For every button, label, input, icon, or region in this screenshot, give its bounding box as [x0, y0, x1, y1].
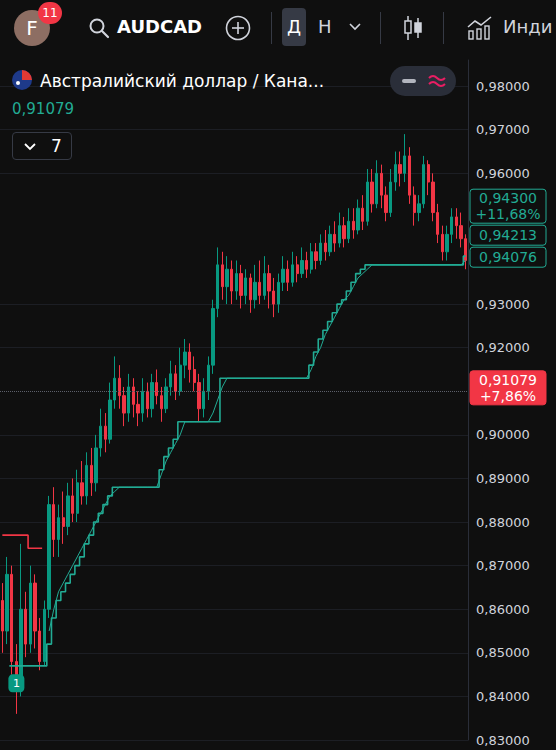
- svg-text:1: 1: [13, 677, 20, 690]
- html-text:7: 7: [51, 136, 62, 156]
- html-text:0,91079: 0,91079: [12, 100, 74, 118]
- svg-text:0,94300: 0,94300: [479, 190, 537, 206]
- html-text:Н: Н: [318, 16, 332, 37]
- svg-text:0,85000: 0,85000: [476, 645, 530, 660]
- svg-text:0,89000: 0,89000: [476, 471, 530, 486]
- svg-text:0,91079: 0,91079: [479, 372, 537, 388]
- svg-text:0,98000: 0,98000: [476, 79, 530, 94]
- svg-text:0,96000: 0,96000: [476, 166, 530, 181]
- svg-text:0,83000: 0,83000: [476, 733, 530, 748]
- svg-text:0,94213: 0,94213: [479, 227, 537, 243]
- html-text:11: 11: [42, 6, 58, 20]
- html-text:Д: Д: [287, 16, 301, 37]
- svg-text:0,90000: 0,90000: [476, 427, 530, 442]
- svg-text:0,97000: 0,97000: [476, 122, 530, 137]
- svg-text:0,88000: 0,88000: [476, 515, 530, 530]
- svg-text:0,93000: 0,93000: [476, 297, 530, 312]
- html-text:Инди: Инди: [503, 16, 553, 37]
- svg-text:0,87000: 0,87000: [476, 558, 530, 573]
- html-text:F: F: [26, 16, 38, 40]
- svg-text:+11,68%: +11,68%: [475, 206, 540, 222]
- html-text:Австралийский доллар / Кана...: Австралийский доллар / Кана...: [40, 71, 324, 91]
- svg-text:0,86000: 0,86000: [476, 602, 530, 617]
- html-text:AUDCAD: AUDCAD: [117, 16, 202, 37]
- svg-text:0,94076: 0,94076: [479, 249, 537, 265]
- svg-text:0,84000: 0,84000: [476, 689, 530, 704]
- svg-text:+7,86%: +7,86%: [480, 388, 536, 404]
- svg-text:0,92000: 0,92000: [476, 340, 530, 355]
